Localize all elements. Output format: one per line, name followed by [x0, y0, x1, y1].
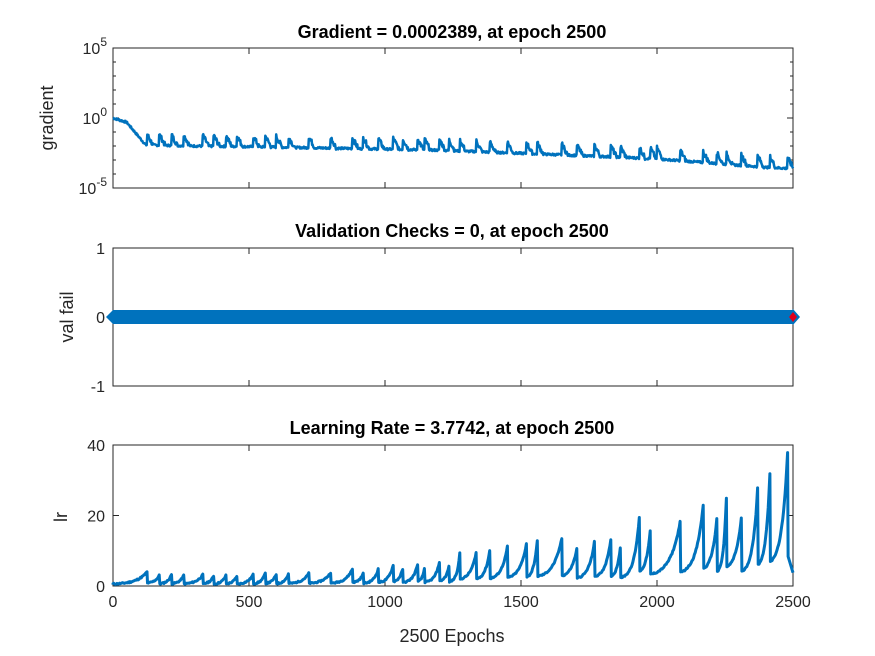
validation-panel: Validation Checks = 0, at epoch 2500 -1 0…: [57, 221, 800, 396]
y-tick-label: 20: [87, 509, 105, 526]
gradient-y-label: gradient: [37, 85, 57, 150]
validation-y-label: val fail: [57, 291, 77, 342]
val-fail-marker-start: [106, 310, 120, 324]
best-epoch-marker: [789, 312, 797, 322]
x-tick-label: 2500: [775, 594, 811, 611]
validation-marks: [106, 309, 800, 325]
y-tick-label: 105: [83, 35, 108, 58]
lr-line: [111, 451, 795, 586]
validation-x-ticks: [112, 248, 794, 386]
x-tick-label: 2000: [639, 594, 675, 611]
gradient-title: Gradient = 0.0002389, at epoch 2500: [298, 22, 607, 42]
lr-panel: Learning Rate = 3.7742, at epoch 2500 0 5…: [51, 418, 811, 646]
x-tick-label: 0: [109, 594, 118, 611]
y-tick-label: 1: [96, 241, 105, 258]
lr-title: Learning Rate = 3.7742, at epoch 2500: [290, 418, 615, 438]
validation-title: Validation Checks = 0, at epoch 2500: [295, 221, 609, 241]
gradient-x-ticks: [112, 48, 794, 188]
lr-y-ticks: 0 20 40: [87, 438, 793, 596]
gradient-y-ticks: 10-5 100 105: [79, 35, 793, 198]
x-tick-label: 500: [236, 594, 263, 611]
gradient-axes: [112, 47, 794, 189]
val-fail-series: [113, 310, 793, 324]
y-tick-label: 100: [83, 105, 108, 128]
y-tick-label: 10-5: [79, 175, 108, 198]
y-tick-label: 0: [96, 579, 105, 596]
gradient-line: [112, 116, 795, 171]
lr-x-ticks: 0 500 1000 1500 2000 2500: [109, 445, 811, 611]
x-tick-label: 1000: [367, 594, 403, 611]
x-tick-label: 1500: [503, 594, 539, 611]
lr-x-label: 2500 Epochs: [399, 626, 504, 646]
y-tick-label: -1: [91, 379, 105, 396]
lr-axes: [112, 444, 794, 587]
gradient-panel: Gradient = 0.0002389, at epoch 2500 10-5…: [37, 22, 795, 198]
lr-y-label: lr: [51, 512, 71, 522]
y-tick-label: 0: [96, 310, 105, 327]
y-tick-label: 40: [87, 438, 105, 455]
